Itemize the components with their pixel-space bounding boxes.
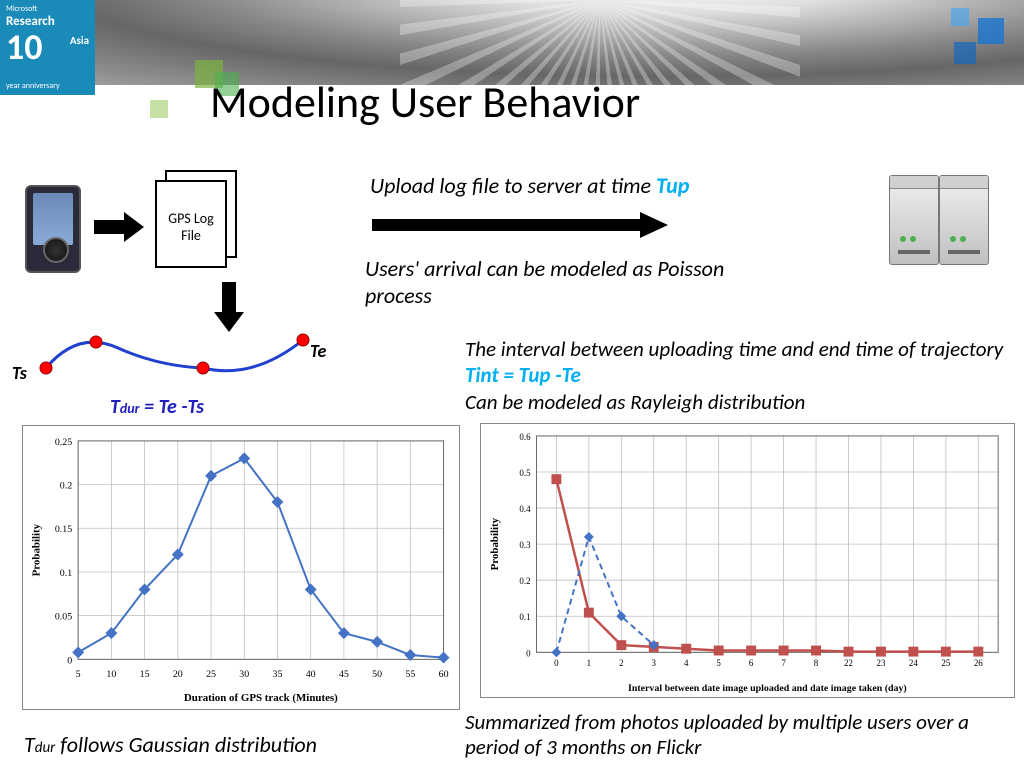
svg-text:0.4: 0.4 — [519, 504, 531, 514]
arrow-right-icon — [92, 210, 147, 244]
svg-text:22: 22 — [844, 658, 853, 668]
logo: Microsoft Research 10 Asia year annivers… — [0, 0, 95, 95]
svg-text:20: 20 — [173, 669, 183, 680]
phone-icon — [25, 185, 81, 273]
documents-icon: GPS Log File — [155, 170, 255, 270]
svg-text:Probability: Probability — [489, 517, 501, 570]
svg-text:40: 40 — [306, 669, 316, 680]
gaussian-chart: 0 0.05 0.1 0.15 0.2 0.25 5 10 15 20 25 30 35 40 45 50 55… — [22, 425, 460, 710]
svg-text:0.3: 0.3 — [519, 540, 531, 550]
svg-text:0.6: 0.6 — [519, 432, 531, 442]
upload-prefix: Upload log file to server at time — [370, 172, 656, 199]
server-icon — [889, 175, 989, 270]
svg-text:0.15: 0.15 — [55, 524, 72, 535]
svg-text:10: 10 — [106, 669, 116, 680]
arrow-down-icon — [212, 280, 246, 335]
te-label: Te — [310, 340, 326, 362]
svg-text:Interval between date image up: Interval between date image uploaded and… — [628, 683, 907, 694]
svg-text:35: 35 — [273, 669, 283, 680]
svg-text:Duration of GPS track (Minutes: Duration of GPS track (Minutes) — [184, 692, 338, 704]
svg-text:2: 2 — [619, 658, 623, 668]
svg-text:0: 0 — [67, 655, 72, 666]
ts-label: Ts — [12, 362, 27, 384]
svg-text:7: 7 — [781, 658, 786, 668]
svg-text:5: 5 — [76, 669, 81, 680]
svg-text:30: 30 — [239, 669, 249, 680]
svg-text:24: 24 — [909, 658, 918, 668]
interval-line2: Can be modeled as Rayleigh distribution — [465, 389, 805, 415]
svg-text:5: 5 — [716, 658, 721, 668]
svg-text:26: 26 — [974, 658, 983, 668]
doc-label: GPS Log File — [155, 180, 227, 268]
svg-text:0.5: 0.5 — [519, 468, 531, 478]
svg-text:23: 23 — [876, 658, 885, 668]
svg-text:0.2: 0.2 — [519, 576, 530, 586]
deco-square — [951, 8, 969, 26]
gaussian-text: Tdur follows Gaussian distribution — [24, 731, 317, 758]
logo-asia: Asia — [70, 34, 89, 47]
svg-text:45: 45 — [339, 669, 349, 680]
svg-text:0: 0 — [526, 648, 531, 658]
svg-text:25: 25 — [941, 658, 950, 668]
svg-text:25: 25 — [206, 669, 216, 680]
deco-square — [954, 42, 976, 64]
svg-text:Probability: Probability — [30, 523, 42, 576]
tint-label: Tint = Tup -Te — [465, 362, 581, 388]
interval-text: The interval between uploading time and … — [465, 336, 1020, 415]
rayleigh-chart: 00.10.20.30.40.50.60123456782223242526In… — [480, 423, 1015, 698]
svg-text:15: 15 — [140, 669, 150, 680]
logo-anniv: year anniversary — [6, 81, 60, 91]
svg-text:50: 50 — [372, 669, 382, 680]
svg-text:8: 8 — [814, 658, 819, 668]
header-rays — [400, 0, 800, 85]
svg-text:0.2: 0.2 — [60, 481, 72, 492]
svg-text:6: 6 — [749, 658, 754, 668]
svg-text:0.1: 0.1 — [519, 612, 530, 622]
interval-line1: The interval between uploading time and … — [465, 336, 1003, 362]
tup-label: Tup — [656, 172, 689, 199]
arrow-long-right-icon — [370, 210, 670, 240]
tdur-formula: Tdur = Te -Ts — [110, 395, 204, 419]
svg-text:55: 55 — [405, 669, 415, 680]
svg-text:0.25: 0.25 — [55, 437, 72, 448]
deco-square — [150, 100, 168, 118]
upload-text: Upload log file to server at time Tup — [370, 172, 689, 199]
poisson-text: Users' arrival can be modeled as Poisson… — [365, 255, 745, 309]
deco-square — [978, 18, 1004, 44]
svg-text:4: 4 — [684, 658, 689, 668]
svg-text:0.1: 0.1 — [60, 568, 72, 579]
summary-text: Summarized from photos uploaded by multi… — [465, 710, 1020, 760]
svg-text:1: 1 — [587, 658, 591, 668]
trajectory-curve — [28, 330, 323, 385]
svg-text:0.05: 0.05 — [55, 612, 72, 623]
svg-text:3: 3 — [652, 658, 657, 668]
logo-ms: Microsoft — [6, 4, 89, 14]
svg-text:0: 0 — [554, 658, 559, 668]
svg-text:60: 60 — [439, 669, 449, 680]
page-title: Modeling User Behavior — [210, 75, 640, 129]
